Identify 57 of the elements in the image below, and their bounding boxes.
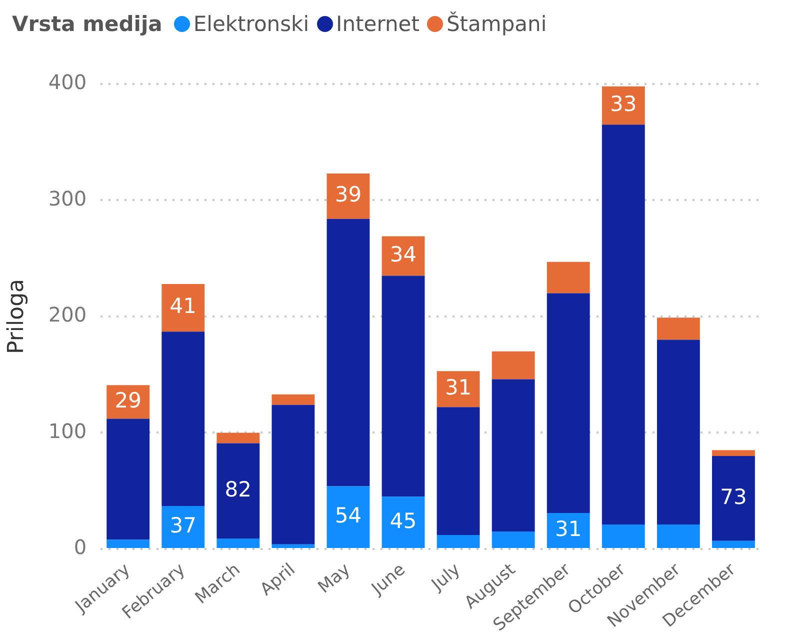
bar: [436, 407, 480, 536]
data-label: 39: [334, 182, 362, 207]
y-tick-label: 200: [48, 302, 87, 327]
data-label: 34: [390, 242, 417, 266]
data-label: 37: [170, 513, 196, 538]
data-label: 31: [555, 516, 582, 541]
bar: [106, 540, 150, 548]
bar: [602, 524, 645, 548]
bar: [712, 540, 755, 548]
bar: [546, 293, 590, 513]
bar: [492, 379, 535, 532]
bar: [216, 432, 260, 444]
bar: [216, 538, 260, 548]
bar: [602, 124, 645, 525]
bar: [382, 496, 425, 548]
bar: [272, 544, 315, 548]
data-label: 29: [114, 388, 142, 412]
legend-label: Internet: [336, 12, 420, 36]
bar: [272, 404, 315, 544]
bar: [326, 174, 370, 219]
bar: [656, 340, 700, 525]
bar: [656, 318, 700, 340]
legend-label: Elektronski: [193, 12, 310, 36]
x-tick-label: May: [314, 560, 354, 598]
bar: [382, 236, 425, 276]
data-label: 33: [610, 92, 637, 116]
y-tick-label: 400: [48, 70, 87, 94]
data-label: 31: [444, 376, 472, 400]
data-label: 41: [170, 294, 196, 318]
bar: [106, 418, 150, 540]
y-axis-title: Priloga: [4, 278, 29, 354]
bar: [546, 262, 590, 294]
bar: [436, 371, 480, 408]
bar: [272, 394, 315, 405]
bar: [492, 351, 535, 380]
bar: [216, 443, 260, 539]
bar: [712, 456, 755, 541]
data-label: 45: [390, 508, 417, 533]
legend-label: Štampani: [446, 12, 547, 36]
bar: [326, 486, 370, 548]
bar: [326, 218, 370, 486]
bar: [382, 276, 425, 497]
y-tick-label: 100: [48, 418, 87, 443]
bar: [492, 532, 535, 548]
bar: [162, 332, 205, 506]
legend-title: Vrsta medija: [12, 12, 162, 36]
y-tick-label: 0: [74, 535, 87, 560]
data-label: 73: [720, 484, 747, 509]
bar: [656, 524, 700, 548]
bar: [436, 535, 480, 548]
data-label: 54: [334, 504, 362, 528]
bar: [546, 512, 590, 548]
bar: [162, 506, 205, 548]
data-label: 82: [224, 477, 252, 502]
bar: [712, 450, 755, 456]
bar: [162, 284, 205, 332]
y-tick-label: 300: [48, 186, 87, 210]
